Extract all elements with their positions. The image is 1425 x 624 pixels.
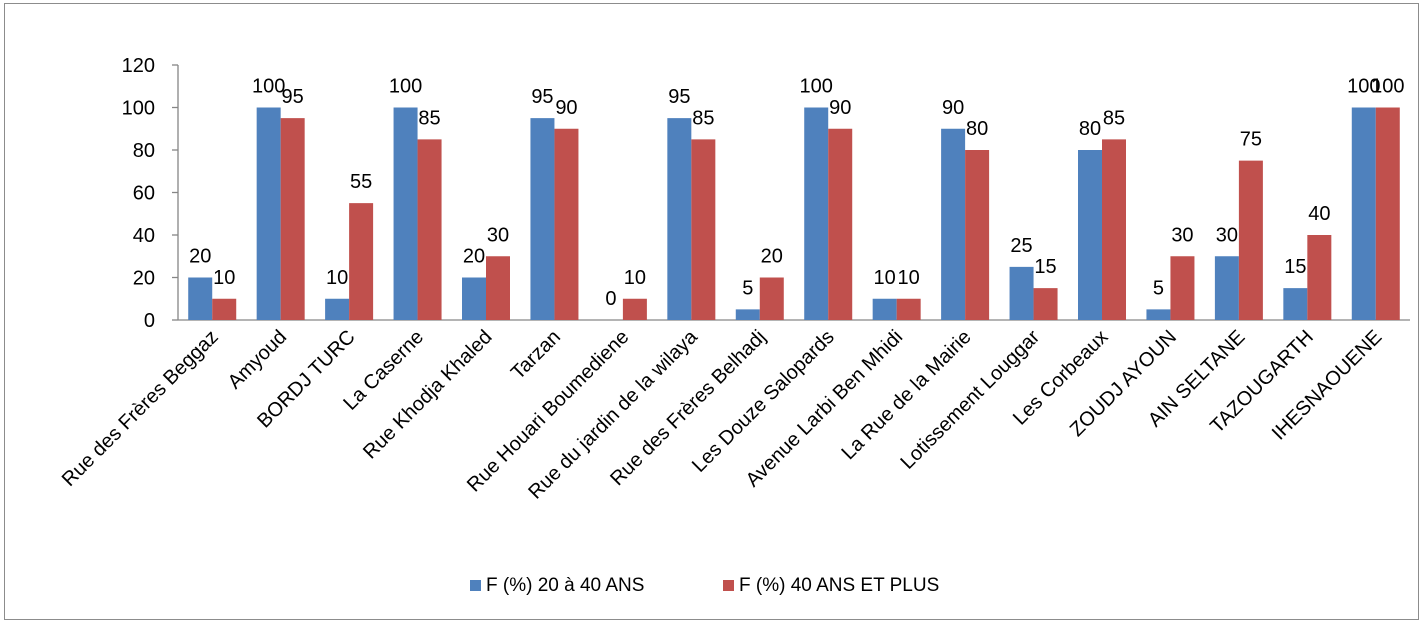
- data-label: 5: [742, 277, 753, 299]
- data-label: 25: [1010, 235, 1032, 257]
- legend-swatch: [723, 580, 734, 591]
- y-tick-label: 40: [133, 225, 155, 247]
- bar-series1: [1283, 288, 1308, 320]
- bar-series2: [1375, 107, 1400, 320]
- y-tick-label: 0: [144, 310, 155, 332]
- bar-series1: [804, 107, 829, 320]
- bar-series2: [759, 277, 784, 320]
- y-tick-label: 100: [122, 98, 155, 120]
- bar-series1: [462, 277, 486, 320]
- data-label: 90: [942, 97, 964, 119]
- bar-series2: [828, 128, 853, 320]
- data-label: 95: [531, 86, 553, 108]
- data-label: 20: [189, 246, 211, 268]
- data-label: 90: [829, 97, 851, 119]
- y-tick-label: 120: [122, 55, 155, 77]
- data-label: 10: [874, 267, 896, 289]
- data-label: 30: [1171, 224, 1193, 246]
- bar-series1: [735, 309, 760, 320]
- data-label: 30: [487, 224, 509, 246]
- data-label: 100: [252, 76, 285, 98]
- bar-series2: [1170, 256, 1195, 320]
- bar-series1: [256, 107, 281, 320]
- bar-series2: [896, 298, 921, 320]
- y-tick-label: 20: [133, 268, 155, 290]
- data-label: 75: [1240, 129, 1262, 151]
- y-tick-label: 60: [133, 183, 155, 205]
- category-label: La Rue de la Mairie: [837, 326, 975, 464]
- data-label: 90: [555, 97, 577, 119]
- bar-series1: [872, 298, 897, 320]
- data-label: 20: [761, 246, 783, 268]
- legend-label: F (%) 20 à 40 ANS: [486, 575, 644, 596]
- data-label: 55: [350, 171, 372, 193]
- bar-series1: [1009, 266, 1034, 320]
- bar-series2: [1033, 288, 1058, 320]
- bar-series2: [1102, 139, 1126, 320]
- bar-series2: [691, 139, 716, 320]
- legend: F (%) 20 à 40 ANS F (%) 40 ANS ET PLUS: [470, 575, 939, 596]
- bar-series1: [1214, 256, 1239, 320]
- category-label: Rue des Frères Beggaz: [58, 326, 223, 491]
- data-label: 100: [800, 76, 833, 98]
- data-label: 15: [1034, 256, 1056, 278]
- data-label: 20: [463, 246, 485, 268]
- data-label: 5: [1153, 277, 1164, 299]
- bar-series1: [1146, 309, 1171, 320]
- data-label: 85: [692, 107, 714, 129]
- bar-series2: [486, 256, 510, 320]
- data-label: 0: [605, 288, 616, 310]
- bar-series2: [349, 203, 374, 320]
- bar-series2: [417, 139, 442, 320]
- bar-series1: [1351, 107, 1376, 320]
- data-label: 40: [1308, 203, 1330, 225]
- bar-series1: [1078, 150, 1102, 320]
- data-label: 85: [1103, 107, 1125, 129]
- bar-series1: [530, 118, 555, 320]
- data-label: 100: [1371, 76, 1404, 98]
- category-label: Tarzan: [507, 326, 565, 384]
- category-label: Amyoud: [224, 326, 291, 393]
- data-label: 10: [213, 267, 235, 289]
- bars: [188, 107, 1400, 320]
- legend-label: F (%) 40 ANS ET PLUS: [739, 575, 939, 596]
- bar-series2: [1307, 235, 1332, 320]
- category-label: Rue Khodja Khaled: [359, 326, 496, 463]
- bar-series2: [280, 118, 305, 320]
- bar-series1: [941, 128, 966, 320]
- data-label: 30: [1216, 224, 1238, 246]
- bar-series1: [667, 118, 692, 320]
- data-label: 15: [1284, 256, 1306, 278]
- data-label: 100: [1347, 76, 1380, 98]
- y-tick-label: 80: [133, 140, 155, 162]
- bar-series2: [1238, 160, 1263, 320]
- data-label: 10: [898, 267, 920, 289]
- bar-series1: [188, 277, 213, 320]
- data-label: 100: [389, 76, 422, 98]
- data-label: 95: [668, 86, 690, 108]
- data-label: 85: [418, 107, 440, 129]
- bar-series2: [212, 298, 237, 320]
- bar-series2: [622, 298, 647, 320]
- data-label: 10: [624, 267, 646, 289]
- data-label: 80: [966, 118, 988, 140]
- bar-series2: [554, 128, 579, 320]
- data-label: 10: [326, 267, 348, 289]
- data-label: 95: [282, 86, 304, 108]
- bar-series2: [965, 150, 990, 320]
- bar-series1: [393, 107, 418, 320]
- data-label: 80: [1079, 118, 1101, 140]
- legend-swatch: [470, 580, 481, 591]
- bar-series1: [325, 298, 350, 320]
